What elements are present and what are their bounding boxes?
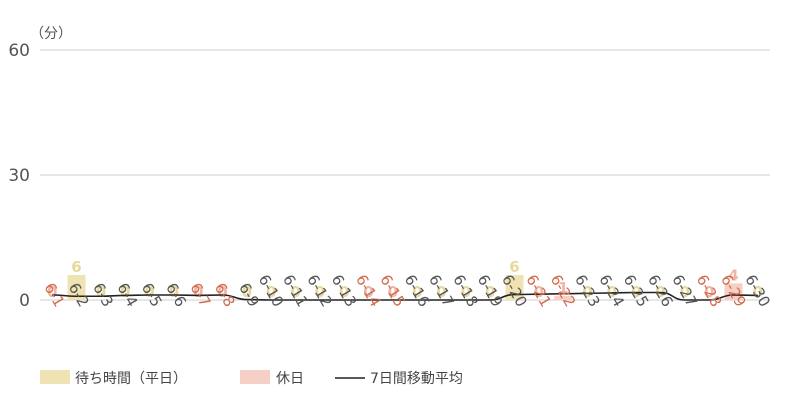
data-label: 4 [728,266,738,284]
data-label: 0 [607,283,617,301]
x-tick-label: 6-14 [352,272,385,310]
x-tick-label: 6-26 [644,272,677,310]
data-label: 0 [388,283,398,301]
data-label: 0 [242,283,252,301]
x-tick-label: 6-19 [474,272,507,310]
x-tick-label: 6-7 [186,280,214,310]
legend: 待ち時間（平日） 休日 7日間移動平均 [40,370,463,387]
x-tick-label: 6-5 [138,280,166,310]
data-label: 0 [412,283,422,301]
data-label: 6 [71,258,81,276]
x-tick-label: 6-13 [328,272,361,310]
x-tick-label: 6-4 [113,280,141,310]
data-label: 0 [144,283,154,301]
bar [554,295,573,300]
x-tick-label: 6-8 [211,280,239,310]
x-tick-label: 6-28 [693,272,726,310]
x-tick-label: 6-22 [547,272,580,310]
data-label: 0 [169,283,179,301]
bar [67,275,86,300]
x-tick-label: 6-23 [571,272,604,310]
legend-label-holiday: 休日 [276,371,304,387]
bar [505,275,524,300]
data-label: 6 [509,258,519,276]
x-tick-label: 6-1 [40,280,68,310]
y-unit-label: （分） [30,26,72,42]
x-tick-label: 6-10 [255,272,288,310]
x-tick-label: 6-24 [595,272,628,310]
data-label: 0 [339,283,349,301]
data-label: 0 [290,283,300,301]
y-axis-ticks: 0 30 60 [8,41,30,311]
data-label: 0 [680,283,690,301]
legend-label-moving-average: 7日間移動平均 [370,371,463,387]
data-label: 0 [96,283,106,301]
x-tick-label: 6-20 [498,272,531,310]
data-label: 0 [120,283,130,301]
data-label: 0 [363,283,373,301]
data-label: 0 [217,283,227,301]
x-axis-ticks: 6-16-26-36-46-56-66-76-86-96-106-116-126… [40,272,774,310]
x-tick-label: 6-25 [620,272,653,310]
x-tick-label: 6-16 [401,272,434,310]
data-label: 0 [461,283,471,301]
x-tick-label: 6-12 [303,272,336,310]
data-label: 1 [558,279,568,297]
x-tick-label: 6-17 [425,272,458,310]
data-label: 0 [436,283,446,301]
data-label: 0 [47,283,57,301]
y-tick-label: 60 [8,41,30,61]
x-tick-label: 6-27 [668,272,701,310]
data-label: 0 [485,283,495,301]
data-label: 0 [266,283,276,301]
moving-average-line [52,291,758,301]
x-tick-label: 6-21 [522,272,555,310]
y-tick-label: 30 [8,166,30,186]
x-tick-label: 6-6 [162,280,190,310]
moving-average-series-line [52,291,758,301]
data-label: 0 [193,283,203,301]
x-tick-label: 6-15 [376,272,409,310]
legend-swatch-weekday [40,370,70,384]
x-tick-label: 6-3 [89,280,117,310]
data-label: 0 [753,283,763,301]
data-label: 0 [315,283,325,301]
x-tick-label: 6-29 [717,272,750,310]
data-label: 0 [582,283,592,301]
y-tick-label: 0 [19,291,30,311]
x-tick-label: 6-18 [449,272,482,310]
data-label: 0 [534,283,544,301]
legend-swatch-holiday [240,370,270,384]
data-label: 0 [704,283,714,301]
bars [67,275,743,300]
x-tick-label: 6-30 [741,272,774,310]
x-tick-label: 6-11 [279,272,312,310]
legend-label-weekday: 待ち時間（平日） [75,371,187,387]
grid-lines [40,49,770,301]
